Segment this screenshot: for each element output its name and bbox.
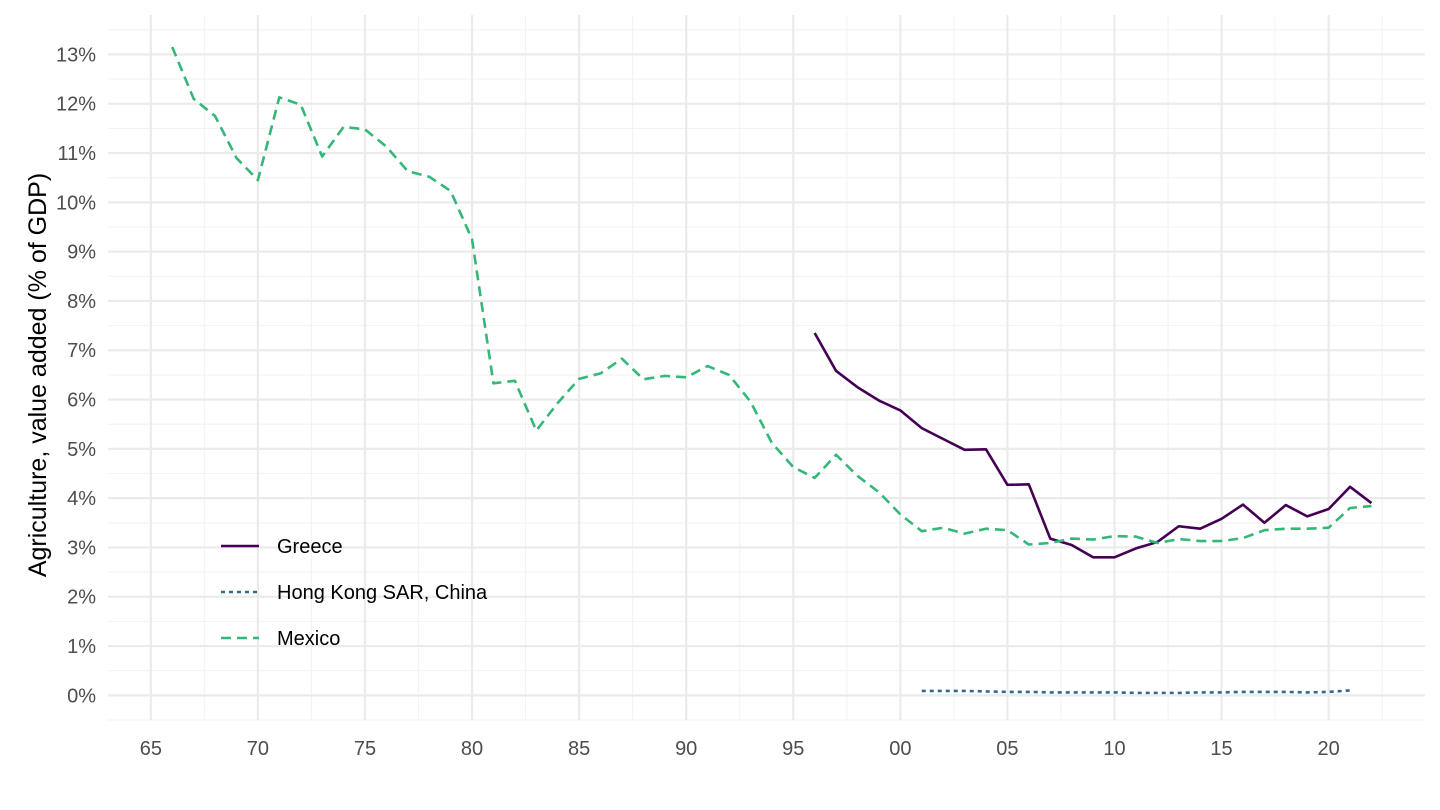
- y-tick-label: 2%: [67, 587, 96, 609]
- x-tick-label: 00: [889, 738, 911, 760]
- x-tick-label: 05: [996, 738, 1018, 760]
- y-tick-label: 3%: [67, 537, 96, 559]
- series-line-hong-kong-sar-china: [921, 689, 1351, 695]
- y-tick-label: 12%: [56, 94, 96, 116]
- y-tick-label: 5%: [67, 439, 96, 461]
- x-tick-label: 20: [1318, 738, 1340, 760]
- series-line-mexico: [171, 46, 1372, 546]
- y-axis-tick-labels: 0% 1% 2% 3% 4% 5% 6% 7% 8% 9% 10% 11% 12% 13%: [56, 44, 96, 707]
- y-tick-label: 4%: [67, 488, 96, 510]
- legend: Greece Hong Kong SAR, China Mexico: [221, 536, 488, 650]
- y-tick-label: 9%: [67, 242, 96, 264]
- x-axis-tick-labels: 65 70 75 80 85 90 95 00 05 10 15 20: [140, 738, 1340, 760]
- y-axis-title: Agriculture, value added (% of GDP): [24, 173, 52, 577]
- x-tick-label: 80: [461, 738, 483, 760]
- legend-label: Hong Kong SAR, China: [277, 582, 488, 604]
- x-tick-label: 70: [247, 738, 269, 760]
- grid: [108, 15, 1425, 721]
- series-lines: [171, 46, 1373, 695]
- y-tick-label: 7%: [67, 340, 96, 362]
- y-tick-label: 8%: [67, 291, 96, 313]
- x-tick-label: 15: [1210, 738, 1232, 760]
- y-tick-label: 13%: [56, 44, 96, 66]
- y-tick-label: 1%: [67, 636, 96, 658]
- series-line-greece: [813, 332, 1373, 559]
- y-tick-label: 0%: [67, 685, 96, 707]
- x-tick-label: 90: [675, 738, 697, 760]
- legend-label: Mexico: [277, 628, 340, 650]
- x-tick-label: 85: [568, 738, 590, 760]
- y-tick-label: 10%: [56, 192, 96, 214]
- x-tick-label: 65: [140, 738, 162, 760]
- x-tick-label: 75: [354, 738, 376, 760]
- x-tick-label: 95: [782, 738, 804, 760]
- x-tick-label: 10: [1103, 738, 1125, 760]
- y-tick-label: 6%: [67, 390, 96, 412]
- legend-label: Greece: [277, 536, 343, 558]
- y-tick-label: 11%: [57, 143, 96, 165]
